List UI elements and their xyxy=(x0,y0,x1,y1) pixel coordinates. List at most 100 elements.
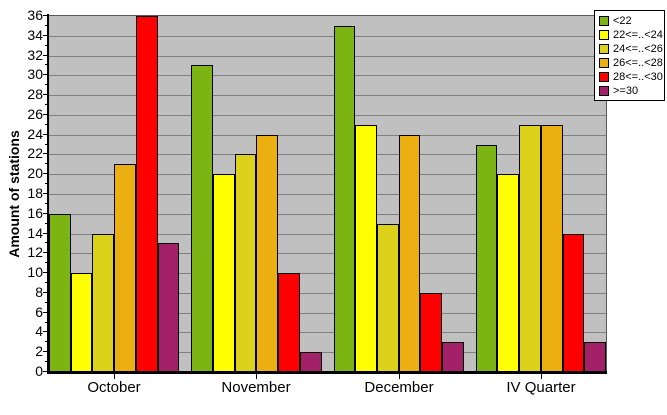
y-minor-tick-mark xyxy=(45,223,47,224)
y-tick-mark xyxy=(43,114,48,115)
bar-november-series-0 xyxy=(191,65,213,372)
y-tick-mark xyxy=(43,74,48,75)
gridline xyxy=(49,332,606,333)
y-minor-tick-mark xyxy=(45,84,47,85)
bar-december-series-3 xyxy=(399,135,420,372)
y-tick-label: 12 xyxy=(27,244,43,260)
x-tick-mark xyxy=(256,374,257,379)
bar-iv-quarter-series-3 xyxy=(541,125,563,372)
legend-item: 26<=..<28 xyxy=(595,56,664,70)
bar-iv-quarter-series-4 xyxy=(563,234,584,372)
y-tick-mark xyxy=(43,35,48,36)
x-axis-line xyxy=(47,371,607,374)
legend-label: 24<=..<26 xyxy=(613,43,663,55)
bar-iv-quarter-series-5 xyxy=(584,342,606,372)
legend-swatch xyxy=(599,58,609,68)
y-tick-label: 6 xyxy=(35,304,43,320)
y-tick-label: 26 xyxy=(27,106,43,122)
legend-item: 28<=..<30 xyxy=(595,70,664,84)
gridline xyxy=(49,154,606,155)
y-minor-tick-mark xyxy=(45,163,47,164)
y-tick-label: 28 xyxy=(27,86,43,102)
y-tick-mark xyxy=(43,193,48,194)
y-minor-tick-mark xyxy=(45,322,47,323)
legend-label: <22 xyxy=(613,15,632,27)
y-tick-label: 30 xyxy=(27,66,43,82)
gridline xyxy=(49,293,606,294)
gridline xyxy=(49,115,606,116)
gridline xyxy=(49,253,606,254)
plot-area xyxy=(49,15,607,372)
legend-swatch xyxy=(599,86,609,96)
bar-december-series-0 xyxy=(334,26,355,372)
y-tick-label: 8 xyxy=(35,284,43,300)
x-tick-mark xyxy=(399,374,400,379)
gridline xyxy=(49,313,606,314)
y-tick-mark xyxy=(43,15,48,16)
y-minor-tick-mark xyxy=(45,262,47,263)
legend-swatch xyxy=(599,44,609,54)
x-tick-mark xyxy=(114,374,115,379)
y-tick-mark xyxy=(43,233,48,234)
y-tick-label: 32 xyxy=(27,47,43,63)
y-minor-tick-mark xyxy=(45,183,47,184)
x-axis-label: IV Quarter xyxy=(506,379,576,396)
y-minor-tick-mark xyxy=(45,144,47,145)
y-minor-tick-mark xyxy=(45,282,47,283)
bar-november-series-3 xyxy=(256,135,278,372)
y-tick-label: 2 xyxy=(35,343,43,359)
y-tick-mark xyxy=(43,153,48,154)
bar-october-series-4 xyxy=(136,16,158,372)
y-tick-label: 16 xyxy=(27,205,43,221)
y-tick-mark xyxy=(43,312,48,313)
y-tick-mark xyxy=(43,213,48,214)
gridline xyxy=(49,95,606,96)
gridline xyxy=(49,36,606,37)
gridline xyxy=(49,135,606,136)
bar-december-series-5 xyxy=(442,342,464,372)
y-tick-label: 18 xyxy=(27,185,43,201)
y-tick-label: 36 xyxy=(27,7,43,23)
y-minor-tick-mark xyxy=(45,25,47,26)
y-minor-tick-mark xyxy=(45,45,47,46)
y-tick-mark xyxy=(43,351,48,352)
gridline xyxy=(49,194,606,195)
y-axis-line xyxy=(47,14,49,372)
legend-item: >=30 xyxy=(595,84,664,98)
legend-item: 24<=..<26 xyxy=(595,42,664,56)
y-tick-label: 14 xyxy=(27,225,43,241)
legend-item: 22<=..<24 xyxy=(595,28,664,42)
y-minor-tick-mark xyxy=(45,361,47,362)
gridline xyxy=(49,56,606,57)
bar-october-series-5 xyxy=(158,243,179,372)
y-minor-tick-mark xyxy=(45,124,47,125)
y-tick-label: 20 xyxy=(27,165,43,181)
y-tick-mark xyxy=(43,134,48,135)
bar-december-series-1 xyxy=(355,125,377,372)
bar-november-series-1 xyxy=(213,174,235,372)
gridline xyxy=(49,352,606,353)
x-axis-label: December xyxy=(364,379,434,396)
y-tick-mark xyxy=(43,252,48,253)
bar-iv-quarter-series-1 xyxy=(497,174,519,372)
y-tick-mark xyxy=(43,94,48,95)
gridline xyxy=(49,75,606,76)
legend-swatch xyxy=(599,72,609,82)
bar-iv-quarter-series-2 xyxy=(519,125,541,372)
gridline xyxy=(49,214,606,215)
y-tick-mark xyxy=(43,371,48,372)
y-tick-label: 0 xyxy=(35,363,43,379)
y-tick-label: 34 xyxy=(27,27,43,43)
y-minor-tick-mark xyxy=(45,203,47,204)
gridline xyxy=(49,273,606,274)
y-minor-tick-mark xyxy=(45,242,47,243)
bar-october-series-3 xyxy=(114,164,136,372)
y-minor-tick-mark xyxy=(45,104,47,105)
y-tick-mark xyxy=(43,173,48,174)
y-minor-tick-mark xyxy=(45,64,47,65)
legend-label: 28<=..<30 xyxy=(613,71,663,83)
bar-october-series-0 xyxy=(49,214,71,372)
bar-november-series-4 xyxy=(278,273,300,372)
y-tick-mark xyxy=(43,292,48,293)
